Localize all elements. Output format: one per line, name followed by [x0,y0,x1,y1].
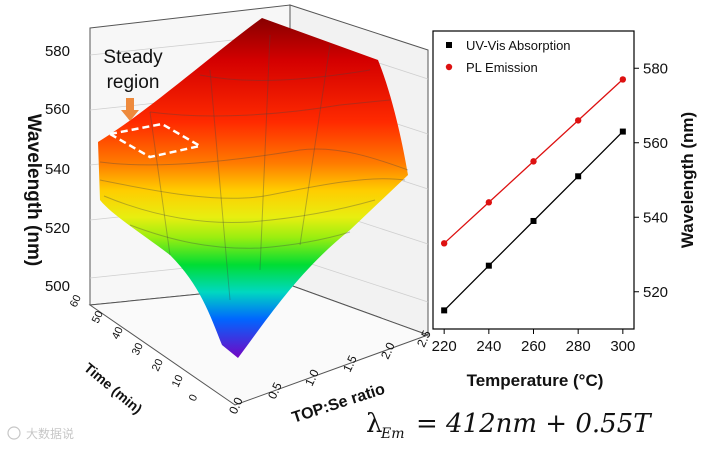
data-point [530,158,537,165]
y-axis-label: Wavelength (nm) [678,112,697,248]
steady-region-annotation: Steady region [103,47,204,159]
z-axis: 580 560 540 520 500 Wavelength (nm) [23,43,70,295]
z-tick: 580 [45,43,70,60]
y-ticks: 520 540 560 580 [634,60,668,301]
z-tick: 520 [45,220,70,237]
x-tick-label: 240 [476,338,501,355]
t-tick: 60 [68,293,84,309]
series-layer [440,76,627,314]
legend-label: PL Emission [466,60,538,75]
t-tick: 10 [170,373,186,389]
x-tick-label: 220 [432,338,457,355]
data-point [530,217,537,224]
y-tick-label: 540 [643,209,668,226]
data-point [619,76,627,83]
data-point [619,128,626,135]
x-tick: 2.0 [378,340,398,361]
legend-marker-pl [445,63,453,71]
legend: UV-Vis Absorption PL Emission [445,38,571,75]
x-tick: 0.0 [226,395,246,416]
y-tick-label: 580 [643,60,668,77]
arrow-shaft [126,98,134,110]
legend-label: UV-Vis Absorption [466,38,571,53]
y-tick-label: 560 [643,135,668,152]
formula: λ Em = 412nm + 0.55T [366,409,652,442]
line-chart: 220 240 260 280 300 520 540 560 580 UV-Vis Abso… [432,30,697,390]
t-axis-label: Time (min) [81,359,145,417]
data-point [575,173,582,180]
annotation-line2: region [107,72,160,93]
watermark-icon [7,426,21,440]
data-point [485,199,493,206]
annotation-line1: Steady [103,47,163,68]
formula-lambda: λ [366,409,382,439]
t-tick: 50 [90,309,106,325]
z-tick: 540 [45,161,70,178]
x-tick-label: 280 [566,338,591,355]
arrow-head [121,110,139,121]
x-tick: 1.5 [340,353,360,374]
z-tick: 560 [45,101,70,118]
data-point [441,307,448,314]
data-point [440,240,448,247]
surface-chart: Steady region 580 560 540 520 500 Wavele… [23,4,434,427]
x-tick: 1.0 [302,367,322,388]
x-ticks: 220 240 260 280 300 [432,329,635,355]
t-tick: 30 [130,341,146,357]
z-tick: 500 [45,278,70,295]
formula-subscript: Em [380,426,405,442]
formula-rhs: 412nm + 0.55T [445,409,652,439]
plot-frame [432,30,635,330]
data-point [485,262,492,269]
data-point [574,117,582,124]
x-tick: 2.5 [414,328,434,349]
steady-region-outline [106,122,204,159]
t-tick: 0 [187,393,200,404]
y-tick-label: 520 [643,284,668,301]
x-tick-label: 300 [610,338,635,355]
z-axis-label: Wavelength (nm) [23,114,44,266]
watermark-text: 大数据说 [26,426,74,441]
x-tick-label: 260 [521,338,546,355]
legend-marker-uvvis [446,42,452,48]
watermark: 大数据说 [7,426,74,441]
x-tick: 0.5 [265,380,285,401]
t-tick: 40 [110,325,126,341]
formula-equals: = [416,409,438,439]
t-tick: 20 [150,357,166,373]
surface-mesh [98,18,409,358]
x-axis-label: Temperature (°C) [467,371,604,390]
